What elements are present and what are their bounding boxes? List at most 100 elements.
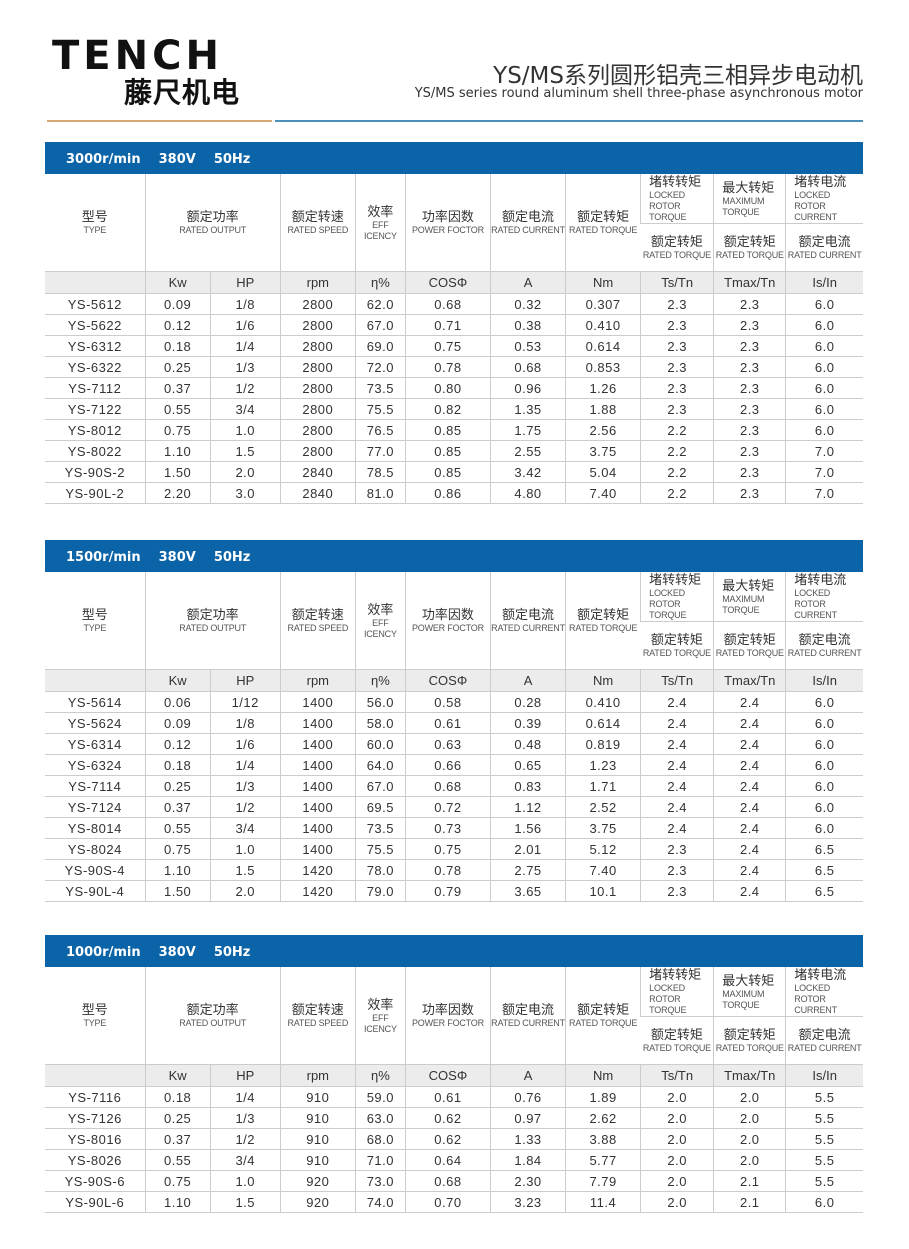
header-locked-current: 堵转电流 LOCKED ROTOR CURRENT bbox=[785, 572, 863, 622]
cell-tmax-tn: 2.4 bbox=[713, 817, 786, 839]
cell-is-in: 5.5 bbox=[785, 1170, 863, 1192]
cell-ts-tn: 2.4 bbox=[640, 691, 714, 713]
cell-torque: 0.614 bbox=[565, 335, 641, 357]
header-locked-torque: 堵转转矩 LOCKED ROTOR TORQUE bbox=[640, 967, 714, 1017]
header-type-cn: 型号 bbox=[81, 607, 108, 622]
cell-type: YS-8012 bbox=[45, 419, 146, 441]
cell-rpm: 2800 bbox=[279, 314, 356, 336]
header-speed: 额定转速 RATED SPEED bbox=[279, 572, 356, 670]
cell-kw: 0.18 bbox=[144, 754, 211, 776]
header-speed-cn: 额定转速 bbox=[291, 1002, 344, 1017]
cell-efficiency: 73.5 bbox=[354, 817, 406, 839]
unit-ts-tn: Ts/Tn bbox=[640, 1064, 714, 1087]
cell-type: YS-6312 bbox=[45, 335, 146, 357]
table-row: YS-7126 0.25 1/3 910 63.0 0.62 0.97 2.62 2.0 2.0 5… bbox=[45, 1107, 863, 1129]
cell-type: YS-5624 bbox=[45, 712, 146, 734]
cell-kw: 0.09 bbox=[144, 712, 211, 734]
header-locked_current-cn: 堵转电流 bbox=[794, 174, 847, 189]
cell-torque: 3.75 bbox=[565, 440, 641, 462]
cell-efficiency: 73.0 bbox=[354, 1170, 406, 1192]
cell-rpm: 910 bbox=[279, 1107, 356, 1129]
cell-kw: 1.10 bbox=[144, 1191, 211, 1213]
cell-kw: 0.75 bbox=[144, 1170, 211, 1192]
cell-rpm: 2800 bbox=[279, 440, 356, 462]
cell-type: YS-90S-4 bbox=[45, 859, 146, 881]
cell-kw: 0.12 bbox=[144, 733, 211, 755]
cell-tmax-tn: 2.1 bbox=[713, 1191, 786, 1213]
cell-torque: 1.26 bbox=[565, 377, 641, 399]
cell-type: YS-7112 bbox=[45, 377, 146, 399]
unit-efficiency: η% bbox=[354, 271, 406, 294]
header-type: 型号 TYPE bbox=[45, 174, 146, 272]
cell-torque: 2.56 bbox=[565, 419, 641, 441]
unit-torque: Nm bbox=[565, 1064, 641, 1087]
header-type-en: TYPE bbox=[83, 225, 107, 235]
header-torque-cn: 额定转矩 bbox=[577, 209, 630, 224]
cell-is-in: 6.0 bbox=[785, 398, 863, 420]
unit-kw: Kw bbox=[144, 271, 211, 294]
cell-rpm: 2800 bbox=[279, 398, 356, 420]
unit-hp: HP bbox=[209, 669, 281, 692]
table-row: YS-5612 0.09 1/8 2800 62.0 0.68 0.32 0.307 2.3 2.… bbox=[45, 293, 863, 315]
cell-ts-tn: 2.3 bbox=[640, 859, 714, 881]
header-output-cn: 额定功率 bbox=[186, 209, 239, 224]
header-torque: 额定转矩 RATED TORQUE bbox=[565, 572, 641, 670]
cell-torque: 1.88 bbox=[565, 398, 641, 420]
unit-tmax-tn: Tmax/Tn bbox=[713, 669, 786, 692]
cell-hp: 1/3 bbox=[209, 1107, 281, 1129]
cell-tmax-tn: 2.4 bbox=[713, 775, 786, 797]
unit-power-factor: COSΦ bbox=[404, 271, 491, 294]
cell-hp: 1/4 bbox=[209, 335, 281, 357]
cell-tmax-tn: 2.3 bbox=[713, 398, 786, 420]
cell-efficiency: 73.5 bbox=[354, 377, 406, 399]
unit-torque: Nm bbox=[565, 669, 641, 692]
units-row: Kw HP rpm η% COSΦ A Nm Ts/Tn Tmax/Tn Is/In bbox=[45, 271, 863, 294]
header-output-cn: 额定功率 bbox=[186, 1002, 239, 1017]
table-row: YS-90L-2 2.20 3.0 2840 81.0 0.86 4.80 7.40 2.2 2.… bbox=[45, 482, 863, 504]
cell-hp: 1.5 bbox=[209, 859, 281, 881]
cell-tmax-tn: 2.4 bbox=[713, 733, 786, 755]
header-current: 额定电流 RATED CURRENT bbox=[489, 967, 566, 1065]
unit-tmax-tn: Tmax/Tn bbox=[713, 1064, 786, 1087]
cell-tmax-tn: 2.3 bbox=[713, 461, 786, 483]
motor-spec-table: 型号 TYPE 额定功率 RATED OUTPUT 额定转速 RATED SPEED … bbox=[45, 967, 863, 1213]
cell-rpm: 2800 bbox=[279, 335, 356, 357]
header-max_torque-cn: 最大转矩 bbox=[722, 179, 775, 195]
cell-tmax-tn: 2.3 bbox=[713, 377, 786, 399]
cell-hp: 1/3 bbox=[209, 775, 281, 797]
cell-tmax-tn: 2.3 bbox=[713, 419, 786, 441]
header-locked-torque: 堵转转矩 LOCKED ROTOR TORQUE bbox=[640, 572, 714, 622]
header-current-cn: 额定电流 bbox=[502, 607, 555, 622]
header-max_torque-cn: 最大转矩 bbox=[722, 972, 775, 988]
cell-current: 2.75 bbox=[489, 859, 566, 881]
cell-ts-tn: 2.3 bbox=[640, 293, 714, 315]
cell-ts-tn: 2.4 bbox=[640, 712, 714, 734]
cell-torque: 3.75 bbox=[565, 817, 641, 839]
header-current: 额定电流 RATED CURRENT bbox=[489, 572, 566, 670]
header-max_torque-en: MAXIMUM TORQUE bbox=[722, 593, 765, 615]
cell-ts-tn: 2.4 bbox=[640, 796, 714, 818]
header-pf: 功率因数 POWER FOCTOR bbox=[404, 572, 491, 670]
cell-is-in: 7.0 bbox=[785, 461, 863, 483]
header-type-en: TYPE bbox=[83, 1018, 107, 1028]
cell-tmax-tn: 2.4 bbox=[713, 691, 786, 713]
header-pf-cn: 功率因数 bbox=[421, 607, 474, 622]
cell-torque: 1.89 bbox=[565, 1086, 641, 1108]
header-type-en: TYPE bbox=[83, 623, 107, 633]
cell-is-in: 6.0 bbox=[785, 293, 863, 315]
cell-power-factor: 0.78 bbox=[404, 859, 491, 881]
header-locked_current-en: LOCKED ROTOR CURRENT bbox=[794, 983, 837, 1015]
table-row: YS-90S-6 0.75 1.0 920 73.0 0.68 2.30 7.79 2.0 2.1… bbox=[45, 1170, 863, 1192]
cell-efficiency: 69.0 bbox=[354, 335, 406, 357]
unit-hp: HP bbox=[209, 271, 281, 294]
cell-rpm: 1400 bbox=[279, 733, 356, 755]
header-output: 额定功率 RATED OUTPUT bbox=[144, 572, 281, 670]
cell-ts-tn: 2.3 bbox=[640, 398, 714, 420]
header-current: 额定电流 RATED CURRENT bbox=[489, 174, 566, 272]
header-eff-cn: 效率 bbox=[367, 996, 394, 1012]
cell-kw: 1.50 bbox=[144, 880, 211, 902]
cell-tmax-tn: 2.3 bbox=[713, 335, 786, 357]
header-locked_torque-rated: 额定转矩 RATED TORQUE bbox=[640, 1016, 714, 1065]
header-eff-en: EFF ICENCY bbox=[363, 219, 397, 241]
unit-is-in: Is/In bbox=[785, 271, 863, 294]
